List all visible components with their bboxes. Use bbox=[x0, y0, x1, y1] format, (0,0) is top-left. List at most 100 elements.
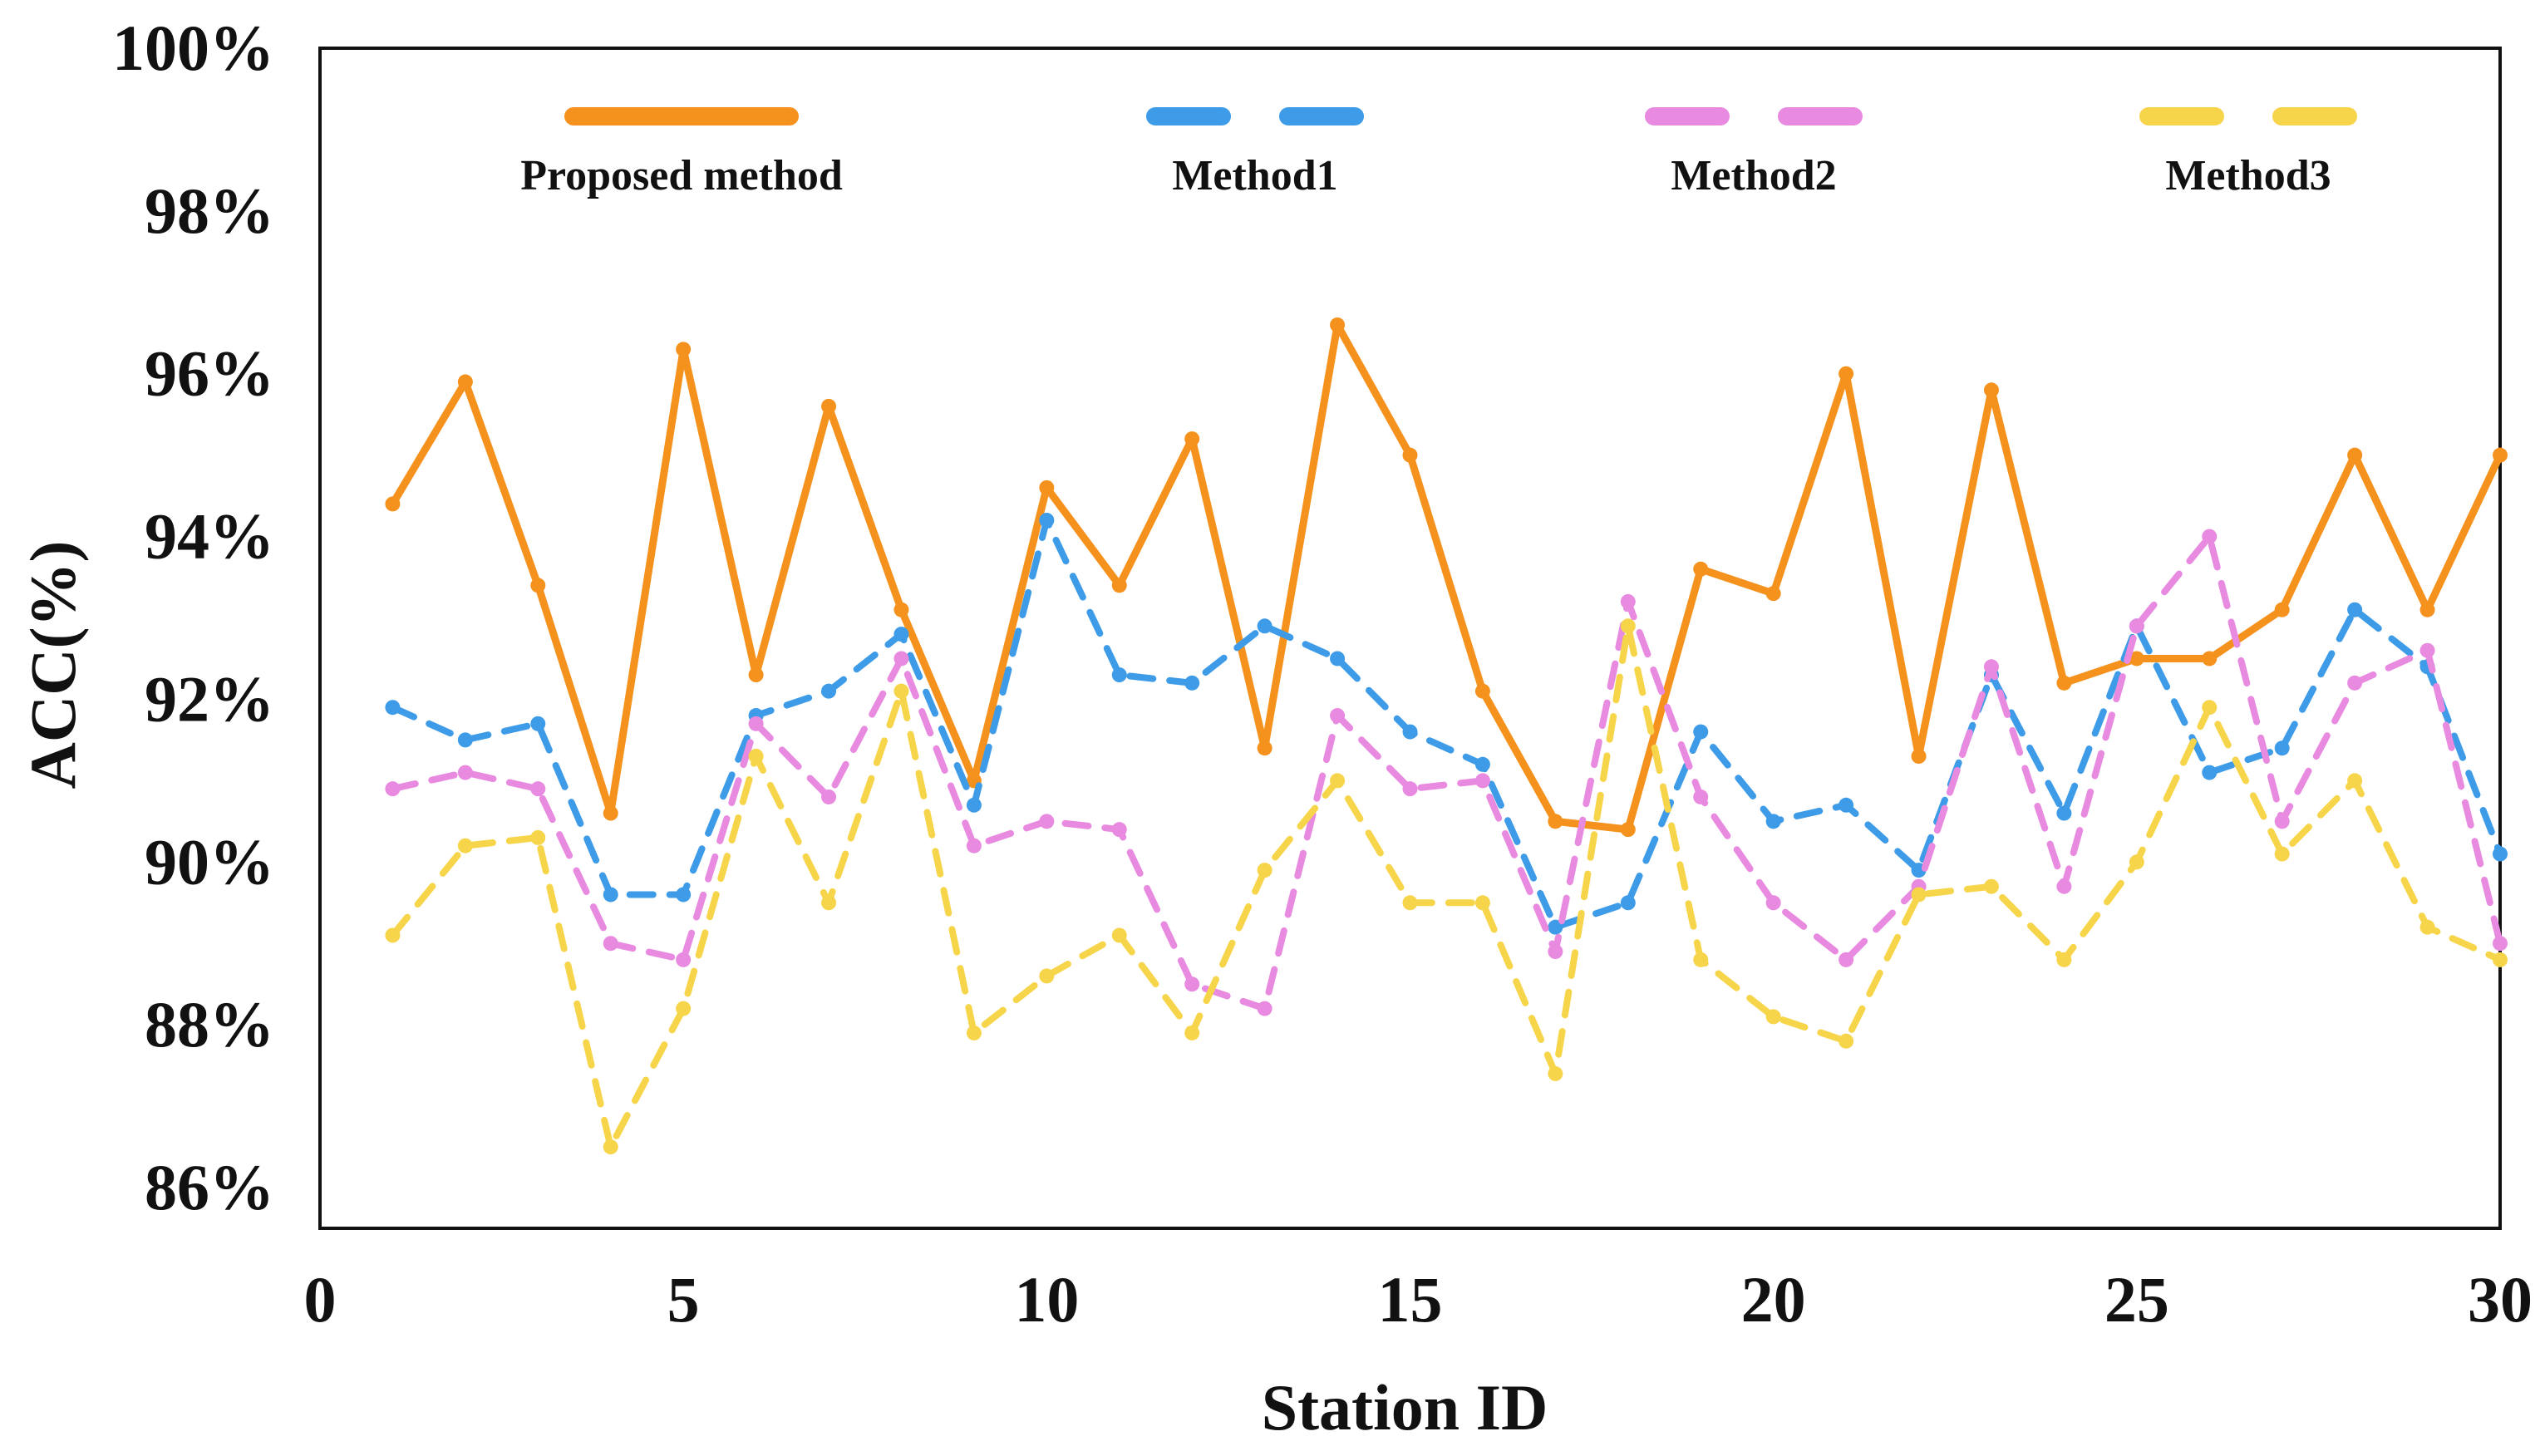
data-point-method1 bbox=[385, 700, 401, 716]
data-point-method2 bbox=[1111, 822, 1127, 838]
legend-label: Method3 bbox=[2165, 152, 2331, 199]
data-point-proposed-method bbox=[2056, 675, 2072, 691]
data-point-method1 bbox=[530, 716, 546, 731]
data-point-method2 bbox=[2274, 814, 2290, 829]
data-point-proposed-method bbox=[1184, 431, 1200, 447]
data-point-method1 bbox=[1111, 667, 1127, 683]
legend-item-method1: Method1 bbox=[1146, 107, 1364, 199]
data-point-proposed-method bbox=[676, 342, 692, 357]
x-axis-title: Station ID bbox=[1262, 1371, 1548, 1444]
data-point-method3 bbox=[1330, 773, 1346, 789]
data-point-method3 bbox=[893, 683, 909, 699]
data-point-method2 bbox=[893, 651, 909, 667]
data-point-method1 bbox=[893, 627, 909, 642]
data-point-proposed-method bbox=[1911, 749, 1927, 764]
legend: Proposed method Method1 Method2 Method3 bbox=[520, 107, 2357, 199]
data-point-method3 bbox=[1184, 1025, 1200, 1040]
y-axis-title: ACC(%) bbox=[17, 541, 89, 789]
data-point-proposed-method bbox=[1402, 447, 1418, 463]
data-point-proposed-method bbox=[2202, 651, 2218, 667]
data-point-proposed-method bbox=[2493, 447, 2508, 463]
data-point-proposed-method bbox=[893, 602, 909, 617]
data-point-method3 bbox=[1402, 895, 1418, 911]
legend-label: Method2 bbox=[1671, 152, 1836, 199]
data-point-method1 bbox=[1474, 756, 1490, 772]
data-point-proposed-method bbox=[457, 374, 473, 390]
x-tick-label: 25 bbox=[2104, 1263, 2169, 1335]
data-point-method3 bbox=[385, 927, 401, 943]
data-point-method2 bbox=[2202, 529, 2218, 544]
series-line-method2 bbox=[389, 533, 2503, 1012]
data-point-method3 bbox=[457, 838, 473, 853]
y-tick-label: 90% bbox=[145, 825, 274, 898]
data-point-proposed-method bbox=[1257, 740, 1272, 756]
data-point-method2 bbox=[1548, 944, 1563, 960]
data-point-method3 bbox=[1693, 952, 1709, 967]
data-point-method3 bbox=[2274, 846, 2290, 862]
y-tick-label: 94% bbox=[145, 500, 274, 573]
data-point-proposed-method bbox=[1330, 317, 1346, 332]
data-point-method3 bbox=[1620, 618, 1636, 634]
data-point-method2 bbox=[2419, 642, 2435, 658]
data-point-method2 bbox=[1474, 773, 1490, 789]
data-point-method3 bbox=[1911, 887, 1927, 903]
data-point-proposed-method bbox=[1765, 586, 1781, 602]
data-point-method1 bbox=[1839, 797, 1854, 813]
data-point-method1 bbox=[966, 797, 982, 813]
data-point-proposed-method bbox=[385, 496, 401, 512]
x-tick-label: 15 bbox=[1378, 1263, 1443, 1335]
data-point-method2 bbox=[1839, 952, 1854, 967]
data-point-method2 bbox=[385, 781, 401, 797]
data-point-proposed-method bbox=[2129, 651, 2144, 667]
x-tick-label: 0 bbox=[304, 1263, 337, 1335]
legend-label: Method1 bbox=[1172, 152, 1337, 199]
data-point-method3 bbox=[2056, 952, 2072, 967]
y-tick-label: 92% bbox=[145, 662, 274, 735]
y-tick-labels: 86% 88% 90% 92% 94% 96% 98% 100% bbox=[112, 12, 274, 1223]
series-line-proposed-method bbox=[388, 321, 2504, 834]
data-point-method1 bbox=[2274, 740, 2290, 756]
plot-frame bbox=[318, 47, 2502, 1230]
data-point-method2 bbox=[966, 838, 982, 853]
data-point-method1 bbox=[457, 732, 473, 748]
data-point-method3 bbox=[1111, 927, 1127, 943]
x-tick-label: 30 bbox=[2468, 1263, 2533, 1335]
data-point-proposed-method bbox=[1839, 366, 1854, 381]
series-layer bbox=[385, 317, 2508, 1155]
data-point-method2 bbox=[676, 952, 692, 967]
y-tick-label: 100% bbox=[112, 12, 274, 84]
data-point-method1 bbox=[2202, 765, 2218, 780]
data-point-method1 bbox=[2056, 805, 2072, 821]
data-point-method3 bbox=[1039, 968, 1055, 984]
data-point-proposed-method bbox=[1111, 578, 1127, 593]
data-point-proposed-method bbox=[2419, 602, 2435, 617]
data-point-proposed-method bbox=[1983, 382, 1999, 398]
data-point-method2 bbox=[530, 781, 546, 797]
data-point-method3 bbox=[1548, 1065, 1563, 1081]
data-point-method3 bbox=[821, 895, 837, 911]
series-line-method1 bbox=[389, 517, 2503, 931]
data-point-proposed-method bbox=[821, 398, 837, 414]
data-point-method2 bbox=[2493, 936, 2508, 952]
data-point-method3 bbox=[2347, 773, 2363, 789]
data-point-method2 bbox=[821, 789, 837, 804]
series-method2 bbox=[385, 529, 2508, 1016]
data-point-method1 bbox=[1257, 618, 1272, 634]
data-point-method3 bbox=[1257, 863, 1272, 878]
x-tick-labels: 0 5 10 15 20 25 30 bbox=[304, 1263, 2533, 1335]
data-point-method1 bbox=[2347, 602, 2363, 617]
series-proposed-method bbox=[385, 317, 2508, 838]
data-point-method2 bbox=[2347, 675, 2363, 691]
data-point-method1 bbox=[1693, 724, 1709, 740]
data-point-method2 bbox=[1620, 593, 1636, 609]
data-point-method2 bbox=[603, 936, 618, 952]
data-point-method1 bbox=[1039, 513, 1055, 528]
legend-item-proposed-method: Proposed method bbox=[520, 107, 843, 199]
data-point-method1 bbox=[1620, 895, 1636, 911]
data-point-method3 bbox=[748, 749, 764, 764]
series-method3 bbox=[385, 618, 2508, 1155]
data-point-proposed-method bbox=[2274, 602, 2290, 617]
data-point-method3 bbox=[2202, 700, 2218, 716]
data-point-method1 bbox=[676, 887, 692, 903]
